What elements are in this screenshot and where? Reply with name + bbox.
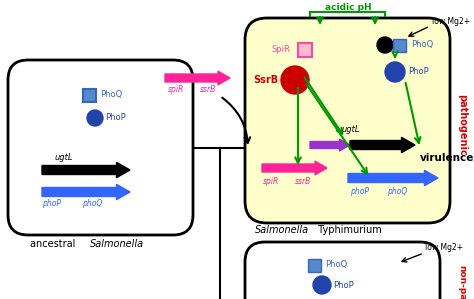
Text: PhoQ: PhoQ (100, 91, 122, 100)
FancyBboxPatch shape (245, 18, 450, 223)
FancyBboxPatch shape (309, 259, 321, 271)
FancyBboxPatch shape (8, 60, 193, 235)
Circle shape (281, 66, 309, 94)
Text: ssrB: ssrB (200, 86, 216, 94)
Text: PhoP: PhoP (408, 68, 429, 77)
Circle shape (385, 62, 405, 82)
Text: low Mg2+: low Mg2+ (425, 243, 463, 252)
Text: PhoP: PhoP (105, 114, 126, 123)
Circle shape (313, 276, 331, 294)
Text: ugtL: ugtL (342, 126, 361, 135)
Text: ugtL: ugtL (55, 153, 73, 162)
Text: SpiR: SpiR (271, 45, 290, 54)
Text: PhoQ: PhoQ (325, 260, 347, 269)
Text: low Mg2+: low Mg2+ (432, 18, 470, 27)
Text: pathogenic: pathogenic (457, 94, 467, 156)
Text: acidic pH: acidic pH (325, 4, 371, 13)
FancyBboxPatch shape (298, 43, 312, 57)
Text: virulence: virulence (420, 153, 474, 163)
Text: non-pathogenic: non-pathogenic (457, 265, 466, 299)
Text: phoQ: phoQ (387, 187, 407, 196)
Circle shape (377, 37, 393, 53)
FancyArrow shape (165, 71, 230, 85)
Circle shape (87, 110, 103, 126)
Text: Salmonella: Salmonella (90, 239, 144, 249)
FancyArrow shape (350, 137, 415, 153)
Text: ssrB: ssrB (295, 176, 311, 185)
FancyBboxPatch shape (83, 89, 97, 101)
Text: SsrB: SsrB (253, 75, 278, 85)
Text: phoQ: phoQ (82, 199, 102, 208)
FancyArrow shape (262, 161, 327, 175)
Text: spiR: spiR (263, 176, 279, 185)
Text: spiR: spiR (168, 86, 184, 94)
Text: Typhimurium: Typhimurium (315, 225, 382, 235)
FancyArrow shape (310, 139, 350, 151)
Text: PhoQ: PhoQ (411, 40, 433, 50)
Text: Salmonella: Salmonella (255, 225, 309, 235)
Text: phoP: phoP (350, 187, 369, 196)
FancyBboxPatch shape (393, 39, 407, 51)
FancyArrow shape (348, 170, 438, 186)
FancyArrow shape (42, 162, 130, 178)
Text: ancestral: ancestral (30, 239, 79, 249)
FancyBboxPatch shape (245, 242, 440, 299)
FancyArrow shape (42, 184, 130, 200)
Text: phoP: phoP (42, 199, 61, 208)
Text: PhoP: PhoP (333, 280, 354, 289)
